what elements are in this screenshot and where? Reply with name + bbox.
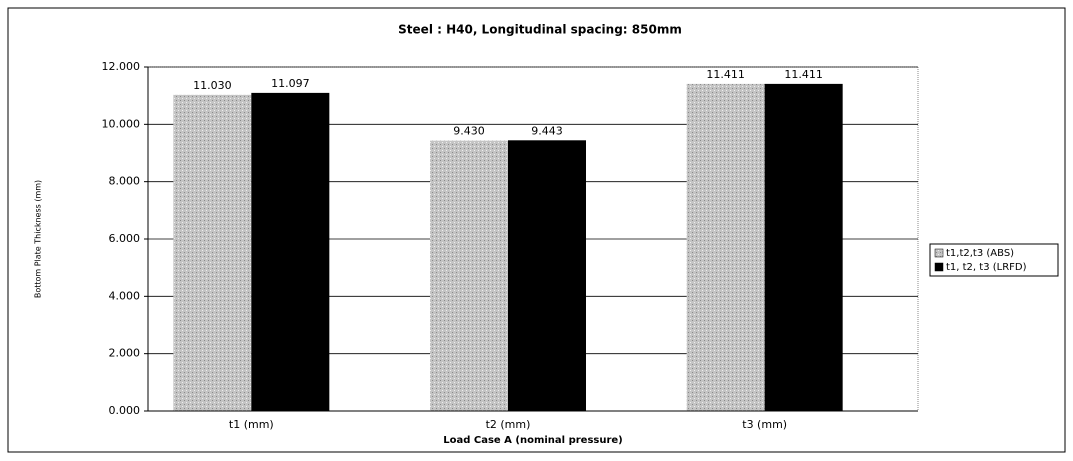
bar <box>173 94 252 411</box>
y-tick-label: 4.000 <box>109 289 141 302</box>
x-tick-label: t1 (mm) <box>229 418 274 431</box>
legend-label: t1, t2, t3 (LRFD) <box>946 262 1027 273</box>
chart-title: Steel : H40, Longitudinal spacing: 850mm <box>398 23 682 37</box>
y-tick-label: 6.000 <box>109 232 141 245</box>
value-label: 9.430 <box>453 125 485 138</box>
value-label: 11.097 <box>271 77 310 90</box>
legend-box <box>929 243 1059 277</box>
bar <box>764 83 843 411</box>
legend-swatch <box>934 262 944 272</box>
y-axis-label: Bottom Plate Thickness (mm) <box>34 180 43 298</box>
bar <box>508 140 586 411</box>
legend-label: t1,t2,t3 (ABS) <box>946 248 1014 259</box>
y-tick-label: 8.000 <box>109 175 141 188</box>
y-tick-label: 12.000 <box>102 60 141 73</box>
value-label: 11.411 <box>706 68 745 81</box>
bar <box>686 83 765 411</box>
bar <box>251 92 330 412</box>
x-axis-label: Load Case A (nominal pressure) <box>443 435 623 446</box>
x-tick-label: t2 (mm) <box>486 418 531 431</box>
value-label: 11.030 <box>193 79 232 92</box>
chart-border <box>7 7 1066 453</box>
x-tick-label: t3 (mm) <box>742 418 787 431</box>
value-label: 9.443 <box>531 124 563 137</box>
legend-swatch <box>934 248 944 258</box>
y-tick-label: 2.000 <box>109 347 141 360</box>
y-tick-label: 0.000 <box>109 404 141 417</box>
bar <box>430 140 508 411</box>
y-tick-label: 10.000 <box>102 117 141 130</box>
value-label: 11.411 <box>784 68 823 81</box>
